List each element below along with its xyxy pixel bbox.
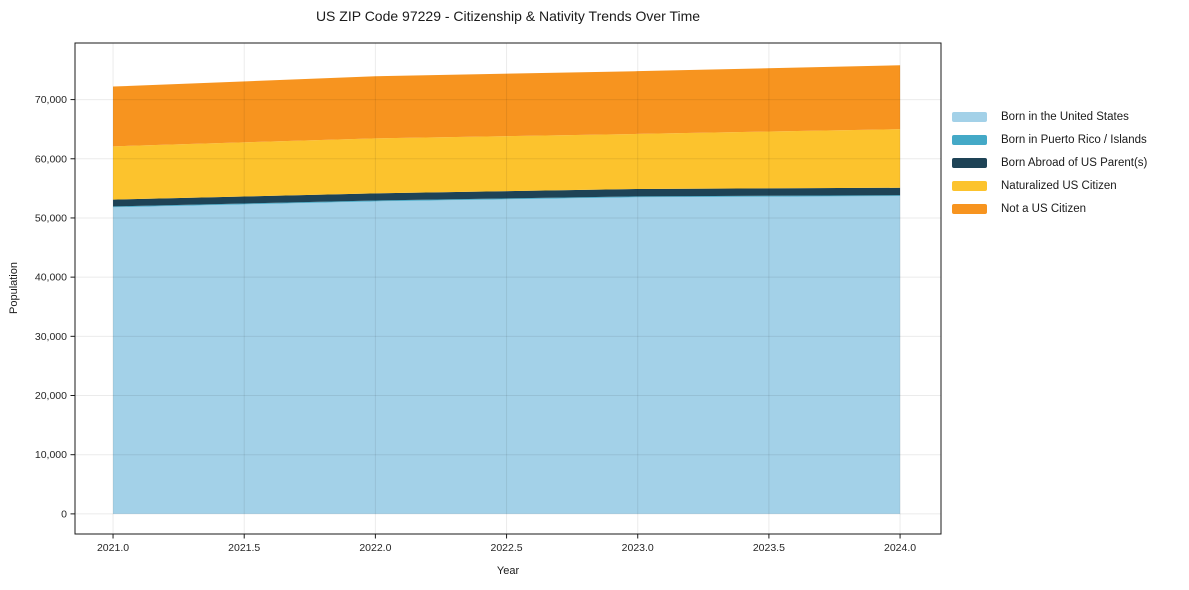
y-tick-label: 50,000 (35, 212, 67, 224)
legend-swatch (952, 157, 987, 168)
area-naturalized-us-citizen (113, 129, 901, 200)
legend-item: Born in the United States (952, 105, 1147, 128)
x-tick-label: 2024.0 (884, 542, 916, 554)
area-born-in-puerto-rico-islands (113, 195, 901, 208)
legend-swatch (952, 180, 987, 191)
legend-label: Not a US Citizen (1001, 202, 1087, 215)
x-tick-label: 2022.5 (490, 542, 522, 554)
y-axis-label: Population (8, 262, 20, 314)
legend-item: Not a US Citizen (952, 197, 1147, 220)
y-tick-label: 40,000 (35, 272, 67, 284)
legend-item: Born Abroad of US Parent(s) (952, 151, 1147, 174)
legend-label: Born in the United States (1001, 110, 1129, 123)
x-axis-label: Year (496, 565, 520, 577)
x-tick-label: 2023.0 (622, 542, 654, 554)
legend-item: Naturalized US Citizen (952, 174, 1147, 197)
y-tick-label: 0 (61, 508, 67, 520)
area-born-in-the-united-states (113, 196, 901, 514)
area-born-abroad-of-us-parent-s- (113, 187, 901, 207)
x-tick-label: 2022.0 (359, 542, 391, 554)
y-tick-label: 70,000 (35, 94, 67, 106)
x-tick-label: 2023.5 (753, 542, 785, 554)
y-tick-label: 30,000 (35, 331, 67, 343)
legend-swatch (952, 111, 987, 122)
y-tick-label: 10,000 (35, 449, 67, 461)
x-tick-label: 2021.0 (97, 542, 129, 554)
legend-label: Born Abroad of US Parent(s) (1001, 156, 1148, 169)
legend-label: Born in Puerto Rico / Islands (1001, 133, 1147, 146)
legend-swatch (952, 134, 987, 145)
y-tick-label: 20,000 (35, 390, 67, 402)
legend-label: Naturalized US Citizen (1001, 179, 1117, 192)
area-not-a-us-citizen (113, 65, 901, 147)
x-tick-label: 2021.5 (228, 542, 260, 554)
legend-item: Born in Puerto Rico / Islands (952, 128, 1147, 151)
plot-frame (74, 42, 942, 535)
legend-swatch (952, 203, 987, 214)
chart-title: US ZIP Code 97229 - Citizenship & Nativi… (315, 8, 701, 24)
legend: Born in the United States Born in Puerto… (952, 105, 1147, 220)
y-tick-label: 60,000 (35, 153, 67, 165)
